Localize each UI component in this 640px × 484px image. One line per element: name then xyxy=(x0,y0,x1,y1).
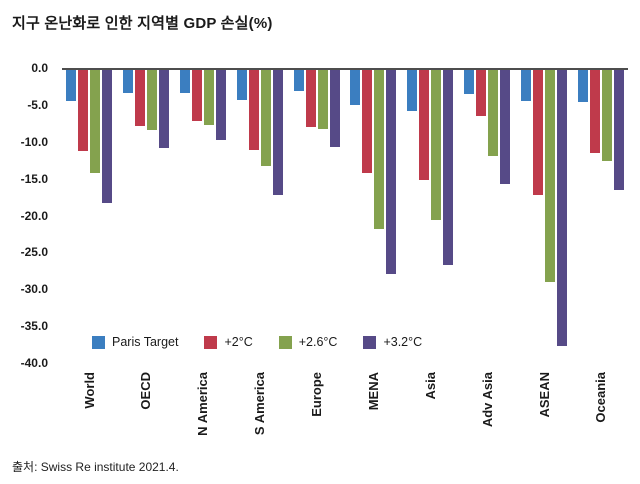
y-tick-label: -20.0 xyxy=(20,208,48,223)
chart-title: 지구 온난화로 인한 지역별 GDP 손실(%) xyxy=(12,15,273,32)
legend: Paris Target +2°C +2.6°C +3.2°C xyxy=(92,335,422,349)
bar xyxy=(464,70,475,95)
x-axis: World OECD N America S America Europe MENA Asi… xyxy=(62,372,628,454)
x-axis-label-text: Oceania xyxy=(593,372,609,423)
bar-group xyxy=(577,70,624,363)
legend-label: Paris Target xyxy=(112,335,179,349)
bar xyxy=(613,70,624,191)
bar xyxy=(146,70,157,130)
x-axis-label-text: ASEAN xyxy=(536,372,552,418)
bar xyxy=(66,70,76,101)
bar xyxy=(577,70,588,102)
legend-swatch xyxy=(278,335,292,349)
bar xyxy=(293,70,304,91)
bar xyxy=(601,70,612,161)
bar-group xyxy=(521,70,567,363)
bar xyxy=(236,70,247,101)
y-tick-label: -25.0 xyxy=(20,245,48,260)
bar xyxy=(329,70,340,148)
bar xyxy=(191,70,202,121)
bar xyxy=(407,70,418,111)
bar xyxy=(419,70,430,180)
x-axis-label: S America xyxy=(237,372,283,454)
bar xyxy=(500,70,511,184)
legend-item: +2.6°C xyxy=(278,335,338,349)
legend-item: +3.2°C xyxy=(363,335,422,349)
y-tick-label: -15.0 xyxy=(20,171,48,186)
bar xyxy=(102,70,112,204)
x-axis-label: Europe xyxy=(294,372,340,454)
bar xyxy=(521,70,531,101)
legend-label: +3.2°C xyxy=(383,335,423,349)
x-axis-label: N America xyxy=(180,372,226,454)
bar xyxy=(248,70,259,150)
x-axis-label-text: Asia xyxy=(422,372,438,400)
bar xyxy=(545,70,555,282)
x-axis-label: MENA xyxy=(350,372,396,454)
y-tick-label: -5.0 xyxy=(27,97,48,112)
bar-group xyxy=(236,70,283,363)
bar xyxy=(317,70,328,129)
x-axis-label-text: Adv Asia xyxy=(479,372,495,428)
bar xyxy=(557,70,567,346)
y-tick-label: 0.0 xyxy=(31,61,48,75)
bar xyxy=(589,70,600,153)
bar xyxy=(179,70,190,93)
bar-group xyxy=(66,70,112,363)
x-axis-label: OECD xyxy=(123,372,169,454)
bar-group xyxy=(293,70,340,363)
bar xyxy=(362,70,373,174)
x-axis-label-text: MENA xyxy=(365,372,381,411)
legend-item: +2°C xyxy=(204,335,253,349)
bar xyxy=(374,70,385,229)
bar-group xyxy=(407,70,454,363)
x-axis-label-text: Europe xyxy=(309,372,324,417)
bar xyxy=(78,70,88,152)
bar xyxy=(386,70,397,274)
legend-swatch xyxy=(204,335,218,349)
bar xyxy=(203,70,214,125)
bar xyxy=(158,70,169,149)
y-tick-label: -40.0 xyxy=(20,356,48,370)
legend-swatch xyxy=(363,335,377,349)
bar xyxy=(134,70,145,127)
bar-group xyxy=(122,70,169,363)
x-axis-label: World xyxy=(66,372,112,454)
x-axis-label-text: S America xyxy=(252,372,268,436)
x-axis-label: Oceania xyxy=(578,372,624,454)
x-axis-label: ASEAN xyxy=(521,372,567,454)
bar xyxy=(215,70,226,141)
source-note: 출처: Swiss Re institute 2021.4. xyxy=(12,460,179,474)
y-tick-label: -35.0 xyxy=(20,319,48,334)
bar-groups xyxy=(62,70,628,363)
x-axis-label-text: OECD xyxy=(138,372,154,410)
legend-label: +2°C xyxy=(224,335,253,349)
bar-group xyxy=(350,70,397,363)
bar xyxy=(122,70,133,93)
bar xyxy=(272,70,283,196)
bar xyxy=(443,70,454,266)
bar xyxy=(90,70,100,173)
bar-group xyxy=(179,70,226,363)
bar xyxy=(431,70,442,221)
legend-label: +2.6°C xyxy=(298,335,338,349)
legend-swatch xyxy=(92,335,105,349)
x-axis-label: Asia xyxy=(407,372,453,454)
bar xyxy=(476,70,487,116)
y-axis: 0.0 -5.0 -10.0 -15.0 -20.0 -25.0 -30.0 -35.0 -40… xyxy=(0,61,56,370)
y-tick-label: -10.0 xyxy=(20,134,48,149)
x-axis-label-text: N America xyxy=(195,372,211,436)
bar xyxy=(260,70,271,166)
bar xyxy=(533,70,543,196)
bar xyxy=(350,70,361,105)
y-tick-label: -30.0 xyxy=(20,282,48,297)
x-axis-label: Adv Asia xyxy=(464,372,510,454)
x-axis-label-text: World xyxy=(81,372,97,409)
legend-item: Paris Target xyxy=(92,335,178,349)
bar-group xyxy=(464,70,511,363)
bar xyxy=(305,70,316,127)
bar xyxy=(488,70,499,157)
plot-area: Paris Target +2°C +2.6°C +3.2°C xyxy=(62,68,628,363)
